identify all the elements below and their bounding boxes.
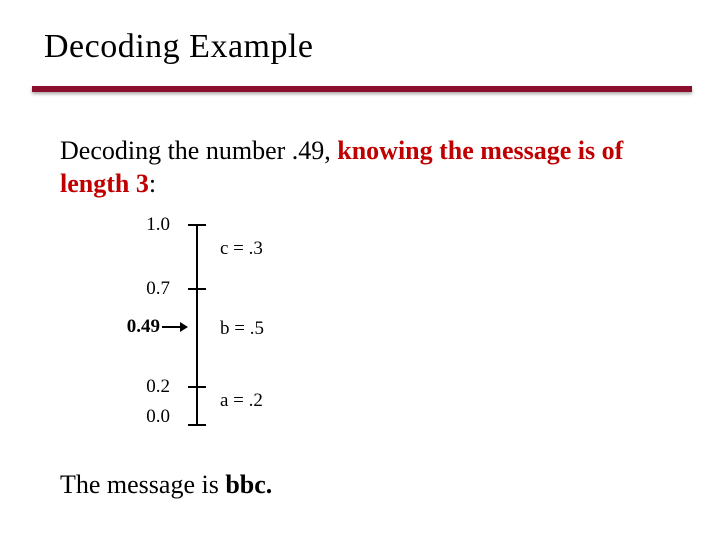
seg-divider-1 [188,288,206,290]
slide-title: Decoding Example [44,28,314,66]
interval-diagram: 1.0 0.7 0.2 0.0 0.49 c = .3 b = .5 a = .… [100,218,400,438]
footer-prefix: The message is [60,470,225,499]
body-text: Decoding the number .49, knowing the mes… [60,135,660,200]
tick-0.2: 0.2 [100,376,170,398]
arrow-label: 0.49 [90,316,160,338]
footer-bold: bbc. [225,470,272,499]
seg-c: c = .3 [220,238,263,260]
tick-0.7: 0.7 [100,278,170,300]
slide: Decoding Example Decoding the number .49… [0,0,720,540]
tick-0.0: 0.0 [100,406,170,428]
seg-b: b = .5 [220,318,264,340]
interval-bar [188,224,206,426]
arrow-icon [162,326,186,328]
title-underline-bar [32,86,692,92]
body-prefix: Decoding the number .49, [60,136,337,165]
body-suffix: : [149,169,156,198]
footer-text: The message is bbc. [60,470,272,500]
seg-a: a = .2 [220,390,263,412]
tick-1.0: 1.0 [100,214,170,236]
seg-divider-2 [188,386,206,388]
